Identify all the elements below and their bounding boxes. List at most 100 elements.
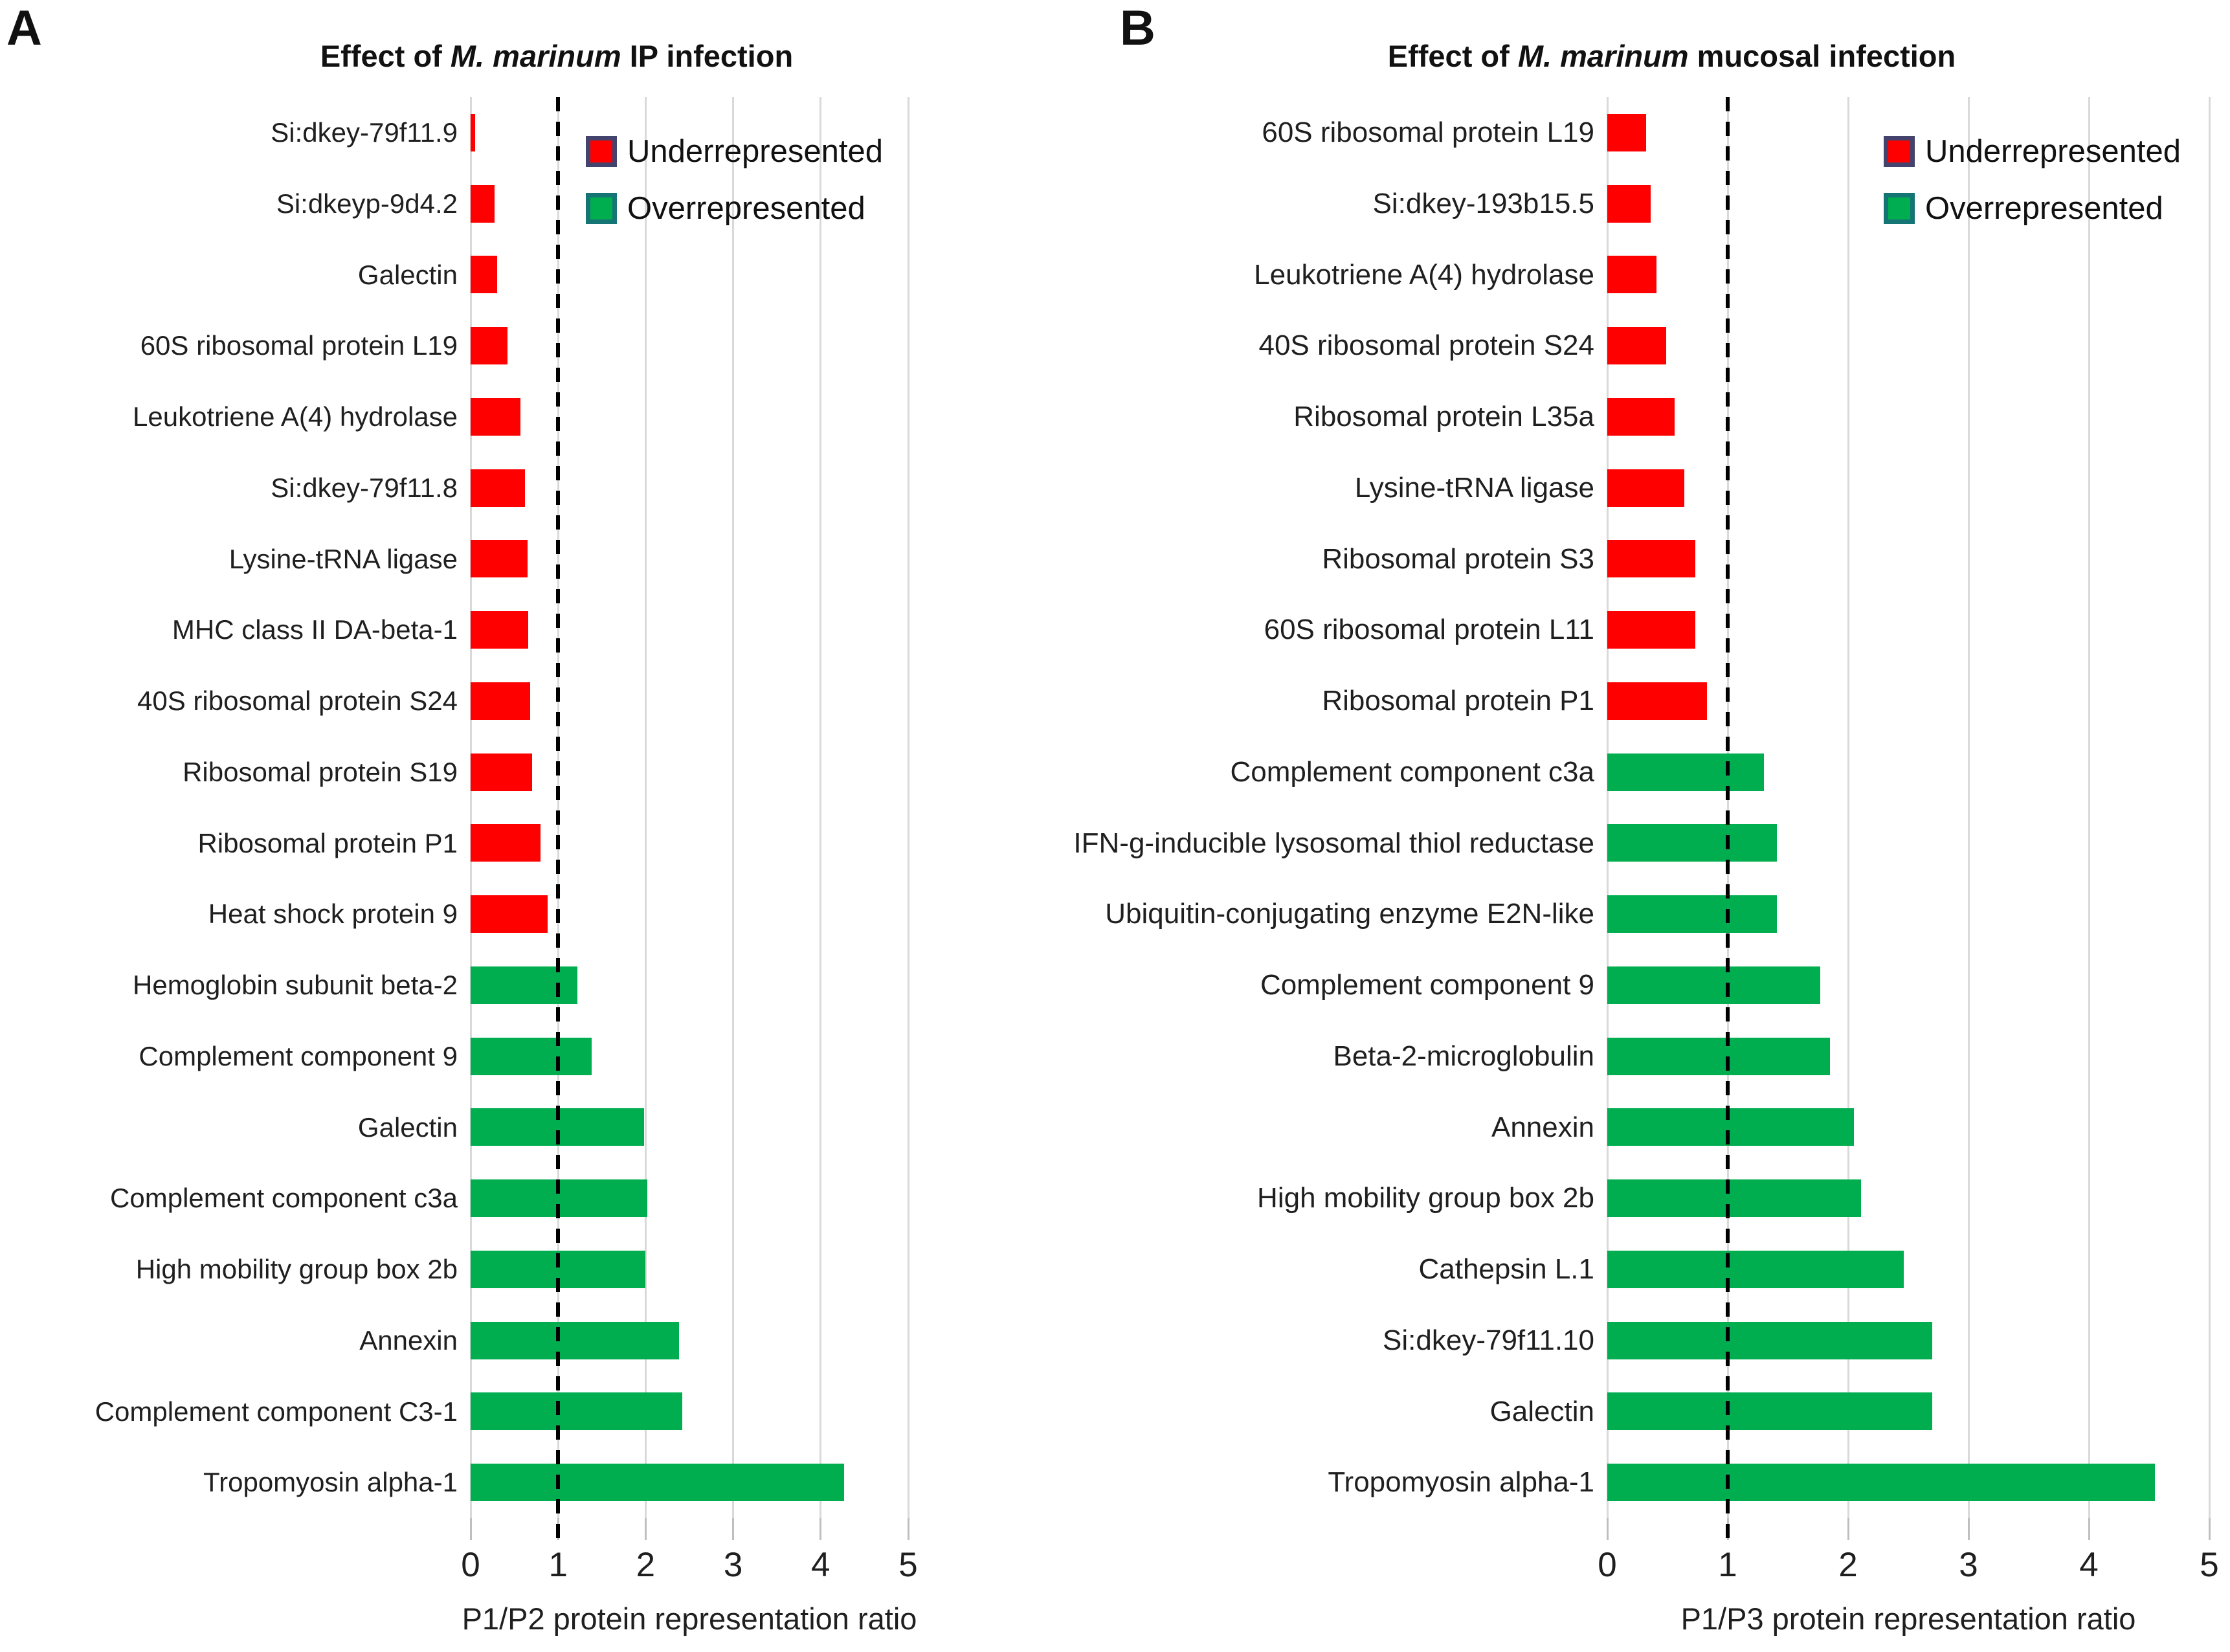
bar — [1607, 256, 1657, 294]
category-label: Ribosomal protein L35a — [1293, 401, 1594, 432]
underrepresented-swatch-icon — [586, 136, 617, 167]
bar — [471, 256, 497, 294]
axis-tick — [732, 1518, 735, 1540]
axis-tick — [644, 1518, 647, 1540]
axis-tick-label: 3 — [723, 1546, 743, 1584]
bar — [1607, 1392, 1933, 1431]
bar — [471, 184, 495, 223]
category-label: Si:dkey-193b15.5 — [1372, 187, 1594, 219]
gridline — [820, 97, 822, 1518]
category-label: Complement component 9 — [139, 1040, 458, 1071]
category-label: Tropomyosin alpha-1 — [1328, 1466, 1594, 1499]
axis-tick-label: 1 — [1718, 1546, 1737, 1584]
panel-a-plot-area: P1/P2 protein representation ratio 0 1 2 3 4… — [95, 97, 918, 1636]
panel-a: A Effect of M. marinum IP infection P1/P… — [0, 0, 1113, 1652]
bar — [471, 540, 528, 578]
axis-tick — [2208, 1518, 2211, 1540]
category-label: Ribosomal protein P1 — [197, 827, 458, 858]
underrepresented-label: Underrepresented — [627, 134, 883, 169]
category-label: Ribosomal protein S3 — [1322, 542, 1594, 575]
category-label: Ribosomal protein P1 — [1322, 685, 1594, 717]
bar — [1607, 540, 1695, 578]
panel-b-legend: Underrepresented Overrepresented — [1884, 123, 2181, 237]
gridline — [2088, 97, 2090, 1518]
bar — [1607, 611, 1695, 649]
bar — [471, 1392, 683, 1431]
bar — [1607, 895, 1778, 933]
category-label: Lysine-tRNA ligase — [1354, 471, 1594, 504]
bar — [1607, 1037, 1831, 1075]
panel-b-plot-area: P1/P3 protein representation ratio 0 1 2 3 4… — [1073, 97, 2219, 1636]
panel-b-title: Effect of M. marinum mucosal infection — [1113, 38, 2230, 74]
panel-a-title-species: M. marinum — [450, 39, 621, 73]
axis-tick — [1847, 1518, 1849, 1540]
overrepresented-label: Overrepresented — [1925, 191, 2163, 226]
bar — [1607, 1179, 1862, 1218]
axis-tick-label: 0 — [1598, 1546, 1617, 1584]
category-label: 60S ribosomal protein L19 — [140, 330, 458, 361]
bar — [1607, 966, 1821, 1004]
gridline — [2208, 97, 2211, 1518]
legend-row-underrepresented: Underrepresented — [1884, 123, 2181, 180]
category-label: Beta-2-microglobulin — [1333, 1040, 1594, 1072]
category-label: Galectin — [357, 1111, 458, 1143]
bar — [1607, 1321, 1933, 1359]
legend-row-overrepresented: Overrepresented — [586, 180, 883, 237]
reference-line — [556, 97, 561, 1540]
panel-b: B Effect of M. marinum mucosal infection… — [1073, 0, 2230, 1652]
panel-b-title-species: M. marinum — [1517, 39, 1689, 73]
panel-b-title-prefix: Effect of — [1387, 39, 1518, 73]
bar — [1607, 824, 1778, 862]
category-label: 40S ribosomal protein S24 — [1258, 329, 1594, 362]
axis-tick-label: 4 — [2079, 1546, 2099, 1584]
underrepresented-swatch-icon — [1884, 136, 1915, 167]
panel-a-title-prefix: Effect of — [320, 39, 451, 73]
bar — [1607, 113, 1646, 151]
axis-tick — [1606, 1518, 1609, 1540]
axis-tick — [1967, 1518, 1970, 1540]
category-label: Galectin — [357, 259, 458, 290]
axis-tick-label: 2 — [636, 1546, 656, 1584]
bar — [471, 682, 530, 720]
bar — [1607, 1250, 1904, 1288]
panel-a-letter: A — [6, 1, 42, 56]
category-label: Complement component c3a — [110, 1183, 458, 1214]
axis-tick — [469, 1518, 472, 1540]
bar — [1607, 753, 1764, 791]
category-label: Lysine-tRNA ligase — [229, 543, 458, 574]
category-label: Si:dkey-79f11.8 — [271, 472, 458, 503]
category-label: Si:dkeyp-9d4.2 — [276, 188, 458, 219]
category-label: Si:dkey-79f11.9 — [271, 117, 458, 148]
category-label: Tropomyosin alpha-1 — [203, 1467, 458, 1498]
bar — [471, 1321, 679, 1359]
category-label: Hemoglobin subunit beta-2 — [133, 970, 458, 1000]
bar — [471, 327, 507, 365]
panel-b-title-suffix: mucosal infection — [1688, 39, 1956, 73]
axis-tick-label: 0 — [461, 1546, 480, 1584]
bar — [471, 397, 521, 436]
legend-row-underrepresented: Underrepresented — [586, 123, 883, 180]
panel-b-letter: B — [1120, 1, 1155, 56]
category-label: 40S ribosomal protein S24 — [137, 686, 458, 716]
axis-tick — [2088, 1518, 2090, 1540]
gridline — [1847, 97, 1849, 1518]
category-label: High mobility group box 2b — [135, 1254, 458, 1284]
category-label: Complement component c3a — [1230, 755, 1594, 788]
panel-b-x-axis-title: P1/P3 protein representation ratio — [1680, 1602, 2136, 1636]
bar — [1607, 1108, 1855, 1146]
category-label: Si:dkey-79f11.10 — [1383, 1324, 1594, 1356]
category-label: Complement component 9 — [1260, 969, 1594, 1001]
bar — [471, 113, 475, 151]
category-label: Ubiquitin-conjugating enzyme E2N-like — [1105, 898, 1594, 930]
bar — [1607, 1464, 2156, 1502]
category-label: Ribosomal protein S19 — [183, 756, 458, 787]
category-label: Annexin — [1491, 1111, 1594, 1143]
category-label: Leukotriene A(4) hydrolase — [1254, 258, 1594, 291]
panel-a-x-axis-title: P1/P2 protein representation ratio — [462, 1602, 917, 1636]
bar — [1607, 327, 1667, 365]
axis-tick-label: 5 — [2200, 1546, 2219, 1584]
bar — [471, 1037, 592, 1075]
category-label: 60S ribosomal protein L19 — [1262, 117, 1594, 148]
category-label: Cathepsin L.1 — [1418, 1253, 1594, 1285]
axis-tick-label: 3 — [1959, 1546, 1978, 1584]
